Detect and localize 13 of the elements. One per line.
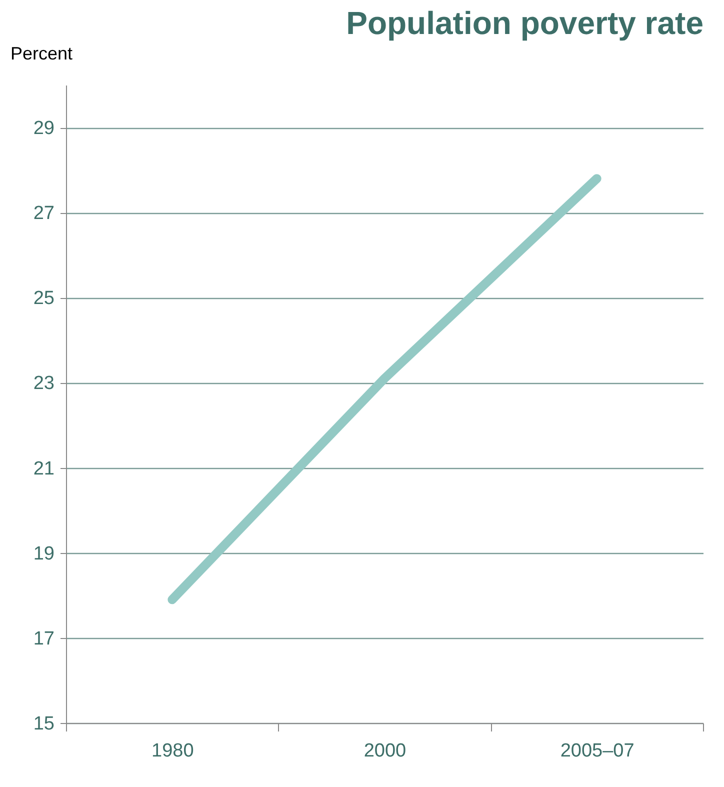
x-tick-label: 2000 [364,740,406,762]
chart-title: Population poverty rate [346,5,704,41]
y-tick-label: 23 [33,373,54,394]
y-tick-label: 17 [33,628,54,650]
y-axis-title: Percent [10,44,73,64]
y-tick-label: 27 [33,203,54,224]
y-tick-label: 19 [33,543,54,564]
y-tick-label: 15 [33,714,54,734]
y-tick-label: 29 [33,118,54,140]
y-tick-label: 21 [33,458,54,480]
x-tick-label: 2005–07 [560,740,634,762]
x-tick-label: 1980 [152,740,194,762]
y-tick-label: 25 [33,288,54,310]
